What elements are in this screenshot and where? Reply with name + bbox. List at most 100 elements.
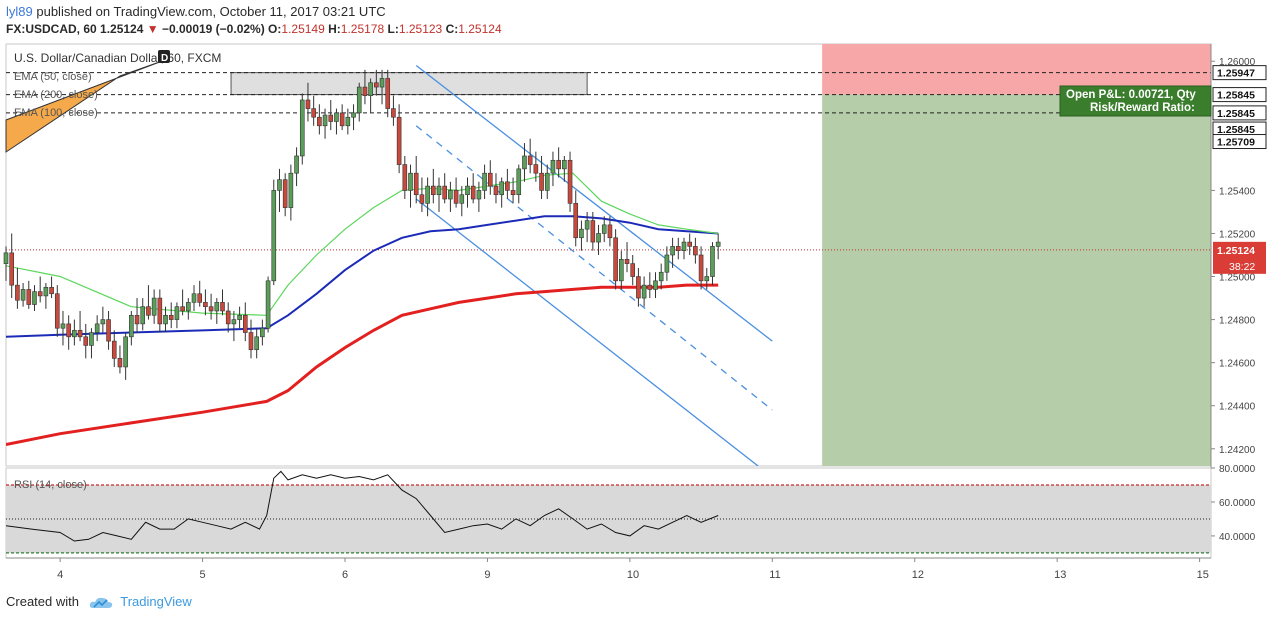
candle-body (351, 112, 356, 118)
rsi-tick-label: 60.0000 (1219, 498, 1256, 509)
candle-body (522, 155, 527, 170)
legend-entry: EMA (100, close) (14, 107, 98, 119)
candle-body (168, 314, 174, 320)
price-tag (1212, 87, 1267, 103)
candle-body (134, 314, 140, 325)
publish-info: lyl89 published on TradingView.com, Octo… (6, 4, 386, 19)
price-tag-label: 1.25947 (1217, 68, 1255, 80)
candle-body (596, 233, 601, 243)
candle-body (83, 336, 89, 346)
pnl-box (1059, 85, 1212, 117)
x-tick-label: 4 (57, 569, 63, 581)
symbol-label: FX:USDCAD, 60 (6, 22, 97, 36)
candle-body (442, 185, 447, 200)
candle-body (453, 190, 459, 204)
candle-body (607, 224, 613, 239)
pnl-line-2: Risk/Reward Ratio: (1090, 102, 1195, 114)
candle-body (117, 358, 123, 368)
y-tick-label: 1.25200 (1219, 229, 1256, 240)
open-label: O: (268, 22, 282, 36)
candle-body (505, 181, 510, 191)
candle-body (317, 116, 322, 127)
candle-body (539, 172, 544, 191)
candle-body (562, 159, 567, 170)
last-price-tag (1213, 241, 1266, 274)
candle-body (203, 302, 208, 307)
candle-body (584, 220, 590, 230)
candle-body (550, 159, 556, 174)
rsi-tick-label: 40.0000 (1219, 532, 1256, 543)
candle-body (72, 330, 77, 338)
price-tag-label: 1.25709 (1217, 137, 1255, 149)
publisher-name[interactable]: lyl89 (6, 4, 33, 19)
candle-body (305, 99, 311, 109)
candle-body (123, 336, 128, 368)
candle-body (151, 297, 157, 316)
pnl-line-1: Open P&L: 0.00721, Qty (1066, 89, 1196, 101)
candle-body (100, 319, 106, 325)
candle-body (670, 246, 675, 256)
candle-body (208, 306, 214, 312)
x-tick-label: 12 (912, 569, 924, 581)
y-tick-label: 1.25400 (1219, 186, 1256, 197)
candle-body (630, 263, 636, 277)
candle-body (368, 82, 373, 96)
candle-body (436, 185, 442, 196)
candle-body (362, 86, 368, 96)
price-tag-label: 1.25845 (1217, 90, 1255, 102)
low-label: L: (384, 22, 399, 36)
candle-body (237, 314, 242, 320)
candle-body (294, 155, 299, 174)
candle-body (459, 194, 465, 204)
candle-body (111, 340, 117, 359)
rsi-band (6, 484, 1211, 553)
candle-body (425, 185, 430, 204)
candle-body (225, 310, 231, 325)
y-tick-label: 1.24200 (1219, 445, 1256, 456)
candle-body (573, 203, 579, 239)
candle-body (146, 306, 151, 316)
change-value: −0.00019 (−0.02%) (158, 22, 269, 36)
high-value: 1.25178 (340, 22, 385, 36)
candle-body (470, 185, 476, 200)
candle-body (242, 314, 248, 333)
close-label: C: (442, 22, 459, 36)
rsi-line (5, 470, 719, 542)
candle-body (260, 327, 265, 338)
candle-body (704, 276, 710, 282)
candle-body (49, 286, 54, 295)
ema-50-line (6, 172, 719, 316)
rsi-tick-label: 80.0000 (1219, 464, 1256, 475)
candle-body (715, 241, 721, 247)
candle-body (613, 237, 618, 282)
candle-body (322, 114, 328, 127)
candle-body (516, 168, 522, 196)
candle-body (664, 254, 670, 273)
x-tick-label: 5 (200, 569, 206, 581)
candle-body (590, 220, 596, 243)
candle-body (448, 190, 453, 200)
legend-entry: EMA (200, close) (14, 89, 98, 101)
y-tick-label: 1.24600 (1219, 359, 1256, 370)
tradingview-link[interactable]: TradingView (120, 594, 192, 609)
candle-body (476, 190, 482, 200)
candle-body (174, 306, 180, 320)
candle-body (89, 332, 94, 346)
ema-200-line (6, 283, 719, 446)
candle-body (288, 172, 294, 208)
x-tick-label: 11 (769, 569, 780, 581)
close-value: 1.25124 (458, 22, 502, 36)
candle-body (328, 114, 334, 122)
candle-body (493, 185, 499, 196)
open-value: 1.25149 (281, 22, 325, 36)
channel-mid-line (415, 125, 773, 411)
candle-body (106, 319, 111, 342)
price-tag (1212, 134, 1267, 150)
candle-body (248, 332, 254, 351)
candle-body (391, 108, 396, 118)
candle-body (3, 252, 9, 264)
candle-body (20, 289, 26, 301)
y-tick-label: 1.26000 (1219, 57, 1256, 68)
candle-body (163, 314, 168, 325)
